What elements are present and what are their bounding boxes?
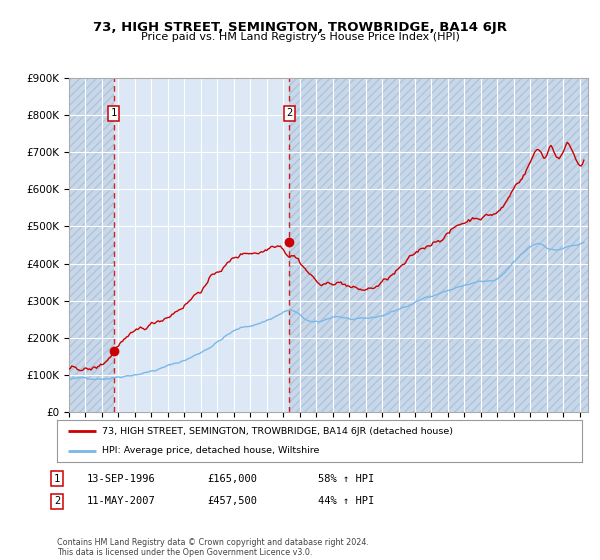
Text: Contains HM Land Registry data © Crown copyright and database right 2024.
This d: Contains HM Land Registry data © Crown c…	[57, 538, 369, 557]
Text: 44% ↑ HPI: 44% ↑ HPI	[318, 496, 374, 506]
Text: 73, HIGH STREET, SEMINGTON, TROWBRIDGE, BA14 6JR (detached house): 73, HIGH STREET, SEMINGTON, TROWBRIDGE, …	[101, 427, 452, 436]
Text: 2: 2	[286, 109, 292, 118]
Text: 1: 1	[110, 109, 117, 118]
Bar	[69, 78, 113, 412]
Text: £165,000: £165,000	[207, 474, 257, 484]
Text: 13-SEP-1996: 13-SEP-1996	[87, 474, 156, 484]
Text: 73, HIGH STREET, SEMINGTON, TROWBRIDGE, BA14 6JR: 73, HIGH STREET, SEMINGTON, TROWBRIDGE, …	[93, 21, 507, 34]
Text: Price paid vs. HM Land Registry's House Price Index (HPI): Price paid vs. HM Land Registry's House …	[140, 32, 460, 43]
Bar	[289, 78, 588, 412]
Text: 2: 2	[54, 496, 60, 506]
Text: £457,500: £457,500	[207, 496, 257, 506]
Text: HPI: Average price, detached house, Wiltshire: HPI: Average price, detached house, Wilt…	[101, 446, 319, 455]
Text: 1: 1	[54, 474, 60, 484]
Text: 11-MAY-2007: 11-MAY-2007	[87, 496, 156, 506]
Text: 58% ↑ HPI: 58% ↑ HPI	[318, 474, 374, 484]
